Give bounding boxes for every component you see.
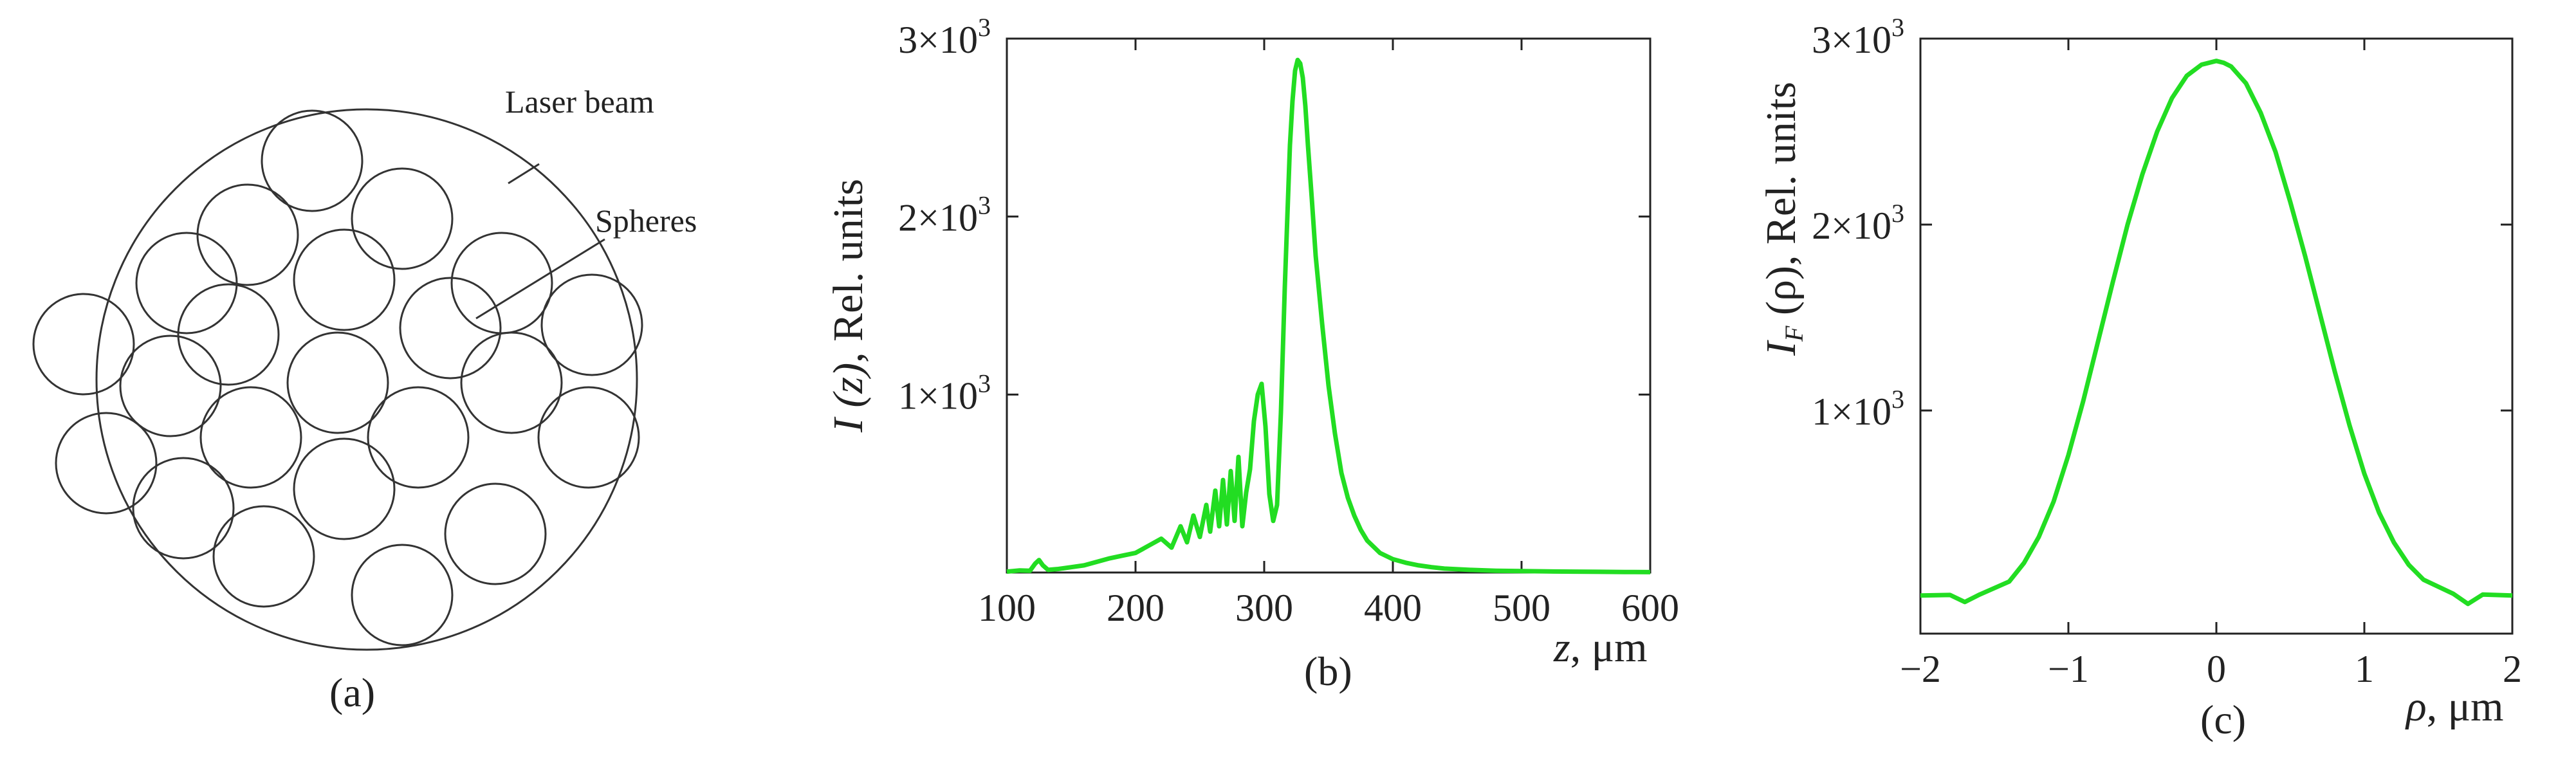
plot-b-ytick-label-0: 1×103 <box>898 369 991 417</box>
sphere-20 <box>444 482 547 585</box>
plot-b-ylabel-rest: , Rel. units <box>825 179 872 363</box>
sphere-21 <box>212 505 315 608</box>
spheres-group <box>32 109 643 646</box>
plot-b-series-line <box>1006 57 1651 574</box>
panel-a-diagram: Laser beam Spheres (a) <box>32 84 697 715</box>
laser-beam-circle <box>95 108 638 651</box>
spheres-leader <box>475 238 605 320</box>
sphere-1 <box>261 109 363 212</box>
panel-b-caption: (b) <box>1304 648 1352 694</box>
panel-c-caption: (c) <box>2200 697 2246 742</box>
laser-beam-leader <box>508 163 540 185</box>
laser-beam-label: Laser beam <box>505 84 654 120</box>
plot-c-ylabel-sub: F <box>1780 325 1808 342</box>
plot-c-xtick-label-2: 0 <box>2207 648 2226 690</box>
sphere-6 <box>450 232 553 335</box>
sphere-11 <box>119 335 222 437</box>
plot-c-ylabel-arg: (ρ) <box>1758 266 1805 325</box>
sphere-13 <box>460 331 563 434</box>
sphere-4 <box>135 232 238 335</box>
plot-b-xtick-label-4: 500 <box>1493 587 1550 629</box>
plot-c-xtick-label-1: −1 <box>2048 648 2089 690</box>
plot-b-xtick-label-2: 300 <box>1235 587 1293 629</box>
plot-b-xtick-label-0: 100 <box>978 587 1036 629</box>
sphere-5 <box>293 228 396 331</box>
plot-c-series-line <box>1920 59 2513 607</box>
plot-c-ylabel-rest: , Rel. units <box>1758 82 1805 266</box>
plot-c-xtick-label-0: −2 <box>1900 648 1941 690</box>
sphere-8 <box>177 283 280 386</box>
plot-c-xlabel: ρ, μm <box>2405 683 2503 730</box>
plot-c-ylabel: IF (ρ), Rel. units <box>1758 82 1808 356</box>
plot-b-xtick-label-3: 400 <box>1364 587 1422 629</box>
plot-c-xtick-label-3: 1 <box>2355 648 2374 690</box>
sphere-22 <box>351 544 454 646</box>
plot-b-xlabel-var: z <box>1553 624 1570 671</box>
plot-c-ytick-label-2: 3×103 <box>1812 13 1904 61</box>
panel-a-caption: (a) <box>329 670 375 715</box>
plot-c-ylabel-var: I <box>1758 340 1805 356</box>
plot-b-frame <box>1006 37 1651 574</box>
plot-c-xlabel-unit: , μm <box>2427 683 2504 730</box>
sphere-16 <box>367 386 470 489</box>
sphere-12 <box>286 331 389 434</box>
sphere-3 <box>351 167 454 270</box>
plot-c-frame <box>1919 37 2514 635</box>
plot-b-xtick-label-5: 600 <box>1621 587 1679 629</box>
plot-c-ytick-label-0: 1×103 <box>1812 385 1904 433</box>
sphere-18 <box>132 457 235 560</box>
sphere-9 <box>399 277 502 380</box>
plot-b-ylabel: I (z), Rel. units <box>825 179 872 433</box>
plot-c-ytick-label-1: 2×103 <box>1812 199 1904 247</box>
plot-b-ytick-label-1: 2×103 <box>898 191 991 239</box>
panel-b-chart: 100 200 300 400 500 600 1×103 2×103 3×103 I (z),… <box>825 13 1679 694</box>
sphere-15 <box>199 386 302 489</box>
panel-c-chart: −2 −1 0 1 2 1×103 2×103 3×103 IF (ρ), Rel. unit… <box>1758 13 2522 742</box>
sphere-10 <box>540 273 643 376</box>
plot-b-xlabel: z, μm <box>1553 624 1647 671</box>
plot-b-ytick-label-2: 3×103 <box>898 13 991 61</box>
plot-b-xtick-label-1: 200 <box>1107 587 1164 629</box>
plot-b-ylabel-var: I (z) <box>825 363 872 433</box>
plot-c-xtick-label-4: 2 <box>2503 648 2522 690</box>
sphere-14 <box>55 412 158 515</box>
sphere-2 <box>196 183 299 286</box>
plot-b-xlabel-unit: , μm <box>1570 624 1648 671</box>
spheres-label: Spheres <box>595 203 697 239</box>
plot-b-ticks: 100 200 300 400 500 600 1×103 2×103 3×103 <box>898 13 1679 629</box>
sphere-7 <box>32 293 135 396</box>
sphere-19 <box>293 437 396 540</box>
plot-c-ticks: −2 −1 0 1 2 1×103 2×103 3×103 <box>1812 13 2522 690</box>
plot-c-xlabel-var: ρ <box>2405 683 2427 730</box>
sphere-17 <box>537 386 640 489</box>
